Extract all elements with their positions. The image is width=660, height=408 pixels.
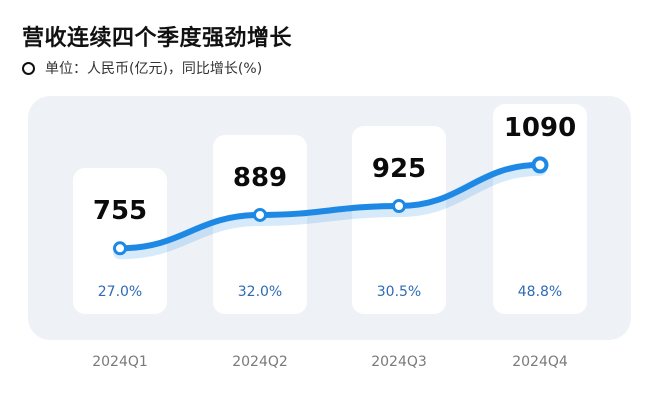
data-point: [253, 207, 267, 222]
series-line: [117, 161, 543, 252]
unit-label: 单位：人民币(亿元)，同比增长(%): [45, 61, 263, 77]
chart-title: 营收连续四个季度强劲增长: [22, 26, 293, 51]
x-tick-label: 2024Q1: [92, 354, 148, 370]
x-tick-label: 2024Q3: [371, 354, 427, 370]
chart-panel: 755 27.0% 889 32.0% 925 30.5% 1090 48.8%: [28, 96, 631, 340]
revenue-value-label: 1090: [503, 112, 577, 143]
series-line-shadow: [113, 161, 547, 260]
data-point: [113, 241, 127, 256]
growth-rate-label: 27.0%: [97, 283, 143, 300]
revenue-value-label: 755: [92, 196, 148, 227]
revenue-value-label: 925: [371, 154, 427, 184]
growth-rate-label: 32.0%: [237, 283, 283, 300]
quarter-card: 755 27.0%: [73, 168, 167, 314]
growth-rate-label: 30.5%: [376, 284, 422, 300]
chart-subtitle: 单位：人民币(亿元)，同比增长(%): [22, 58, 262, 78]
x-tick-label: 2024Q2: [232, 354, 288, 370]
data-point: [392, 199, 406, 213]
revenue-value-label: 889: [232, 162, 288, 193]
x-tick-label: 2024Q4: [512, 354, 568, 370]
quarter-card: 1090 48.8%: [493, 104, 587, 314]
data-point: [531, 156, 549, 174]
quarter-card: 889 32.0%: [213, 134, 307, 314]
bullet-circle-icon: [22, 61, 35, 75]
quarter-card: 925 30.5%: [352, 126, 446, 314]
growth-rate-label: 48.8%: [517, 284, 563, 300]
